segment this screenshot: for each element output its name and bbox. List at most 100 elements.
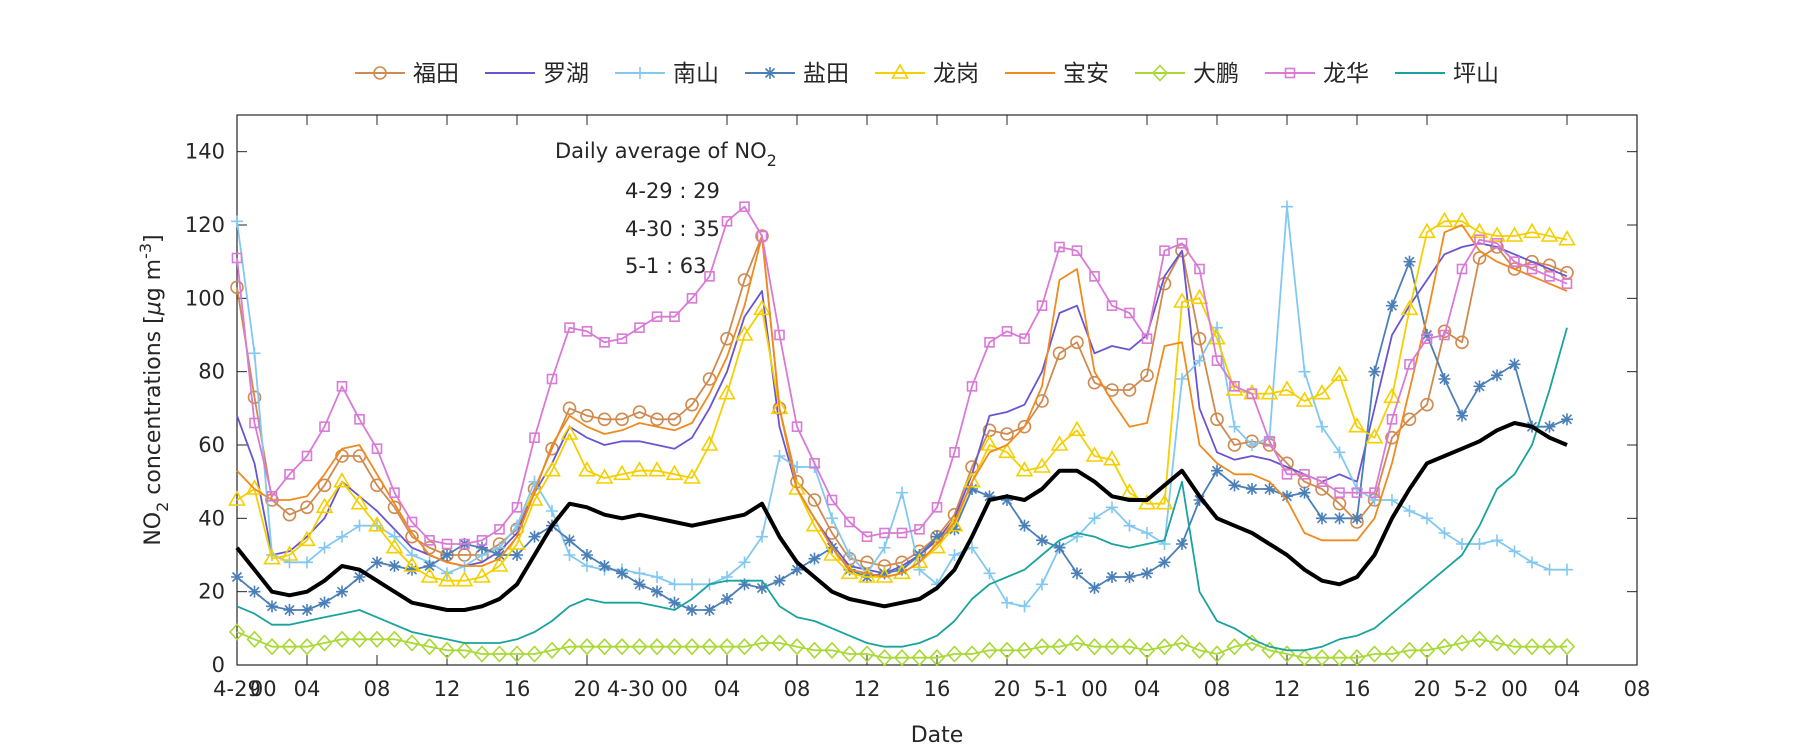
x-tick-label-19: 16 [1344,677,1371,701]
series-7-point-14 [473,645,491,663]
y-tick-label-0: 0 [212,653,225,677]
series-4-point-69 [1438,373,1451,385]
series-5-point-42 [963,472,981,488]
legend-marker-7 [1151,64,1169,82]
series-3-point-63 [1333,446,1346,459]
series-10 [235,421,1568,612]
series-5-point-26 [683,468,701,484]
series-1-point-71 [1472,251,1487,265]
series-1-point-22 [615,412,629,427]
series-5-point-7 [350,494,369,510]
series-8-point-17 [529,432,540,443]
legend-label-1: 福田 [413,61,459,87]
series-8-point-62 [1316,476,1328,487]
series-7-point-75 [1541,637,1558,656]
series-8-point-42 [966,381,978,392]
x-tick-label-16: 04 [1134,677,1161,701]
series-4-point-12 [441,549,453,561]
series-4-point-65 [1368,365,1381,378]
series-4-point-16 [511,549,523,561]
series-1-point-55 [1192,331,1207,346]
series-5-point-27 [700,435,719,451]
series-7 [228,623,1576,667]
series-4-point-17 [528,530,541,543]
series-7-point-39 [911,648,928,667]
series-8-point-19 [564,322,575,333]
x-axis-label: Date [911,723,964,748]
series-7-point-28 [718,637,736,656]
series-5-point-21 [595,468,614,484]
series-4-point-2 [266,600,278,613]
series-8-point-72 [1491,238,1503,249]
series-8-point-26 [686,293,698,304]
series-5-point-45 [1015,461,1034,477]
y-tick-label-120: 120 [185,213,225,237]
series-8-point-15 [494,524,505,535]
series-7-point-52 [1138,641,1156,660]
series-8-point-9 [389,487,400,498]
series-8-point-33 [809,458,820,469]
legend-label-4: 盐田 [803,61,849,87]
series-9 [236,327,1568,652]
series-7-point-16 [508,645,526,663]
legend-label-7: 大鹏 [1193,61,1239,87]
series-8-point-2 [266,491,278,502]
series-1-point-0 [230,280,244,295]
legend-marker-5 [891,63,909,79]
series-8-point-55 [1194,263,1205,275]
series-3-point-76 [1561,563,1573,576]
series-4-point-26 [686,604,698,616]
y-axis-label: NO2 concentrations [μg m-3] [136,234,172,545]
series-7-point-56 [1208,645,1226,663]
series-5-point-59 [1260,384,1279,400]
x-tick-label-12: 16 [924,677,951,701]
series-8-point-10 [406,516,418,528]
series-7-point-12 [438,641,456,660]
series-5-point-12 [438,571,456,587]
legend-item-9: 坪山 [1395,61,1499,87]
series-3-point-65 [1368,494,1381,506]
series-7-point-3 [281,637,298,656]
series-3-point-4 [301,556,313,569]
series-4-point-31 [773,574,786,587]
series-4-point-72 [1491,369,1503,382]
series-1-point-74 [1525,254,1539,269]
series-4-point-43 [983,490,996,503]
series-7-point-26 [683,637,701,656]
series-5-point-62 [1313,384,1331,400]
series-5-point-50 [1103,450,1121,466]
series-4-point-15 [493,549,506,561]
series-5-point-72 [1488,226,1506,242]
series-7-point-54 [1173,634,1191,652]
series-4-point-23 [633,578,646,591]
series-4-point-49 [1088,582,1101,594]
series-4-point-22 [616,567,628,580]
series-7-point-63 [1331,648,1348,667]
series-4-point-52 [1141,567,1153,580]
series-7-point-33 [806,641,823,660]
series-8-point-31 [774,329,785,341]
series-8-point-74 [1526,263,1538,275]
series-4-point-24 [651,585,663,598]
series-5-point-48 [1068,420,1086,437]
series-5-point-64 [1348,417,1366,433]
x-tick-label-24: 08 [1624,677,1651,701]
series-3-point-57 [1228,420,1241,433]
series-6 [236,224,1568,578]
series-7-point-66 [1383,645,1401,663]
series-7-point-5 [316,634,333,652]
series-7-point-70 [1453,634,1471,652]
x-tick-label-13: 20 [994,677,1021,701]
series-3-point-62 [1316,420,1328,433]
series-5-point-47 [1050,435,1069,451]
series-1-point-45 [1017,419,1032,434]
series-4-point-68 [1421,329,1433,341]
series-3-point-19 [563,549,576,561]
series-7-point-46 [1033,637,1051,656]
series-7-point-60 [1278,645,1296,663]
x-tick-label-0: 4-29 [213,677,261,701]
series-7-point-19 [561,637,578,656]
series-7-point-29 [736,637,753,656]
series-8-point-34 [826,494,838,506]
